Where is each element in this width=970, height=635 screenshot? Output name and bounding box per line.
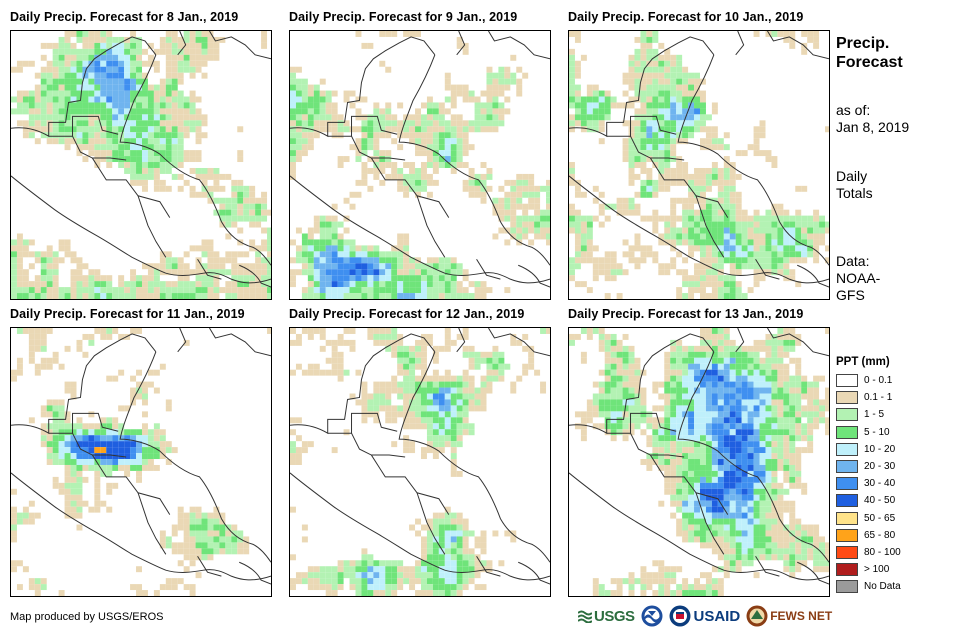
precip-cells [569, 328, 829, 596]
legend-swatch [836, 460, 858, 474]
panel-title: Daily Precip. Forecast for 12 Jan., 2019 [289, 307, 525, 321]
precip-cells [290, 31, 550, 299]
precip-grid-map [569, 31, 829, 299]
usaid-seal-icon [669, 605, 691, 627]
panel-title: Daily Precip. Forecast for 13 Jan., 2019 [568, 307, 804, 321]
legend-label: 5 - 10 [864, 426, 890, 438]
precip-grid-map [11, 328, 271, 596]
legend-swatch [836, 563, 858, 577]
precip-map-jan-11 [10, 327, 272, 597]
legend-swatch [836, 391, 858, 405]
legend-item: 10 - 20 [836, 441, 956, 458]
as-of-date: as of: Jan 8, 2019 [836, 102, 909, 136]
data-source-note: Data: NOAA- GFS [836, 253, 880, 304]
precip-grid-map [290, 328, 550, 596]
legend-swatch [836, 528, 858, 542]
coastlines-and-borders [11, 328, 271, 585]
data-source-line-2: NOAA- [836, 270, 881, 286]
legend-item: 5 - 10 [836, 424, 956, 441]
legend-item: 65 - 80 [836, 527, 956, 544]
legend-title: PPT (mm) [836, 356, 890, 368]
fews-net-seal-icon [746, 605, 768, 627]
legend-item: No Data [836, 578, 956, 595]
legend-label: 20 - 30 [864, 461, 896, 473]
as-of-label: as of: [836, 102, 871, 118]
coastlines-and-borders [569, 328, 829, 585]
product-title-line-1: Precip. [836, 35, 890, 52]
legend-swatch [836, 408, 858, 422]
noaa-seal-icon [641, 605, 663, 627]
product-title: Precip. Forecast [836, 34, 903, 72]
legend-label: 50 - 65 [864, 512, 896, 524]
agency-logos: USGS USAID FEWS NET [578, 603, 838, 629]
usgs-wordmark: USGS [594, 607, 635, 625]
precip-map-jan-10 [568, 30, 830, 300]
legend-item: 40 - 50 [836, 492, 956, 509]
legend-item: 1 - 5 [836, 406, 956, 423]
usgs-logo: USGS [578, 604, 635, 628]
legend-swatch [836, 580, 858, 594]
coastlines-and-borders [569, 31, 829, 288]
product-title-line-2: Forecast [836, 54, 903, 71]
legend-label: 0.1 - 1 [864, 392, 893, 404]
legend-item: 0 - 0.1 [836, 372, 956, 389]
daily-totals-line-1: Daily [836, 168, 868, 184]
precip-map-jan-9 [289, 30, 551, 300]
data-source-line-1: Data: [836, 253, 870, 269]
legend-item: 30 - 40 [836, 475, 956, 492]
legend-item: 0.1 - 1 [836, 389, 956, 406]
coastlines-and-borders [290, 328, 550, 585]
legend-item: 20 - 30 [836, 458, 956, 475]
noaa-logo [641, 604, 663, 628]
precip-cells [11, 31, 271, 299]
legend-label: No Data [864, 581, 901, 593]
legend-item: > 100 [836, 561, 956, 578]
daily-totals-note: Daily Totals [836, 168, 873, 202]
usgs-wave-icon [578, 610, 592, 623]
precip-map-jan-13 [568, 327, 830, 597]
panel-title: Daily Precip. Forecast for 9 Jan., 2019 [289, 10, 518, 24]
usaid-wordmark: USAID [693, 607, 741, 625]
panel-title: Daily Precip. Forecast for 8 Jan., 2019 [10, 10, 239, 24]
panel-title: Daily Precip. Forecast for 11 Jan., 2019 [10, 307, 245, 321]
map-credit: Map produced by USGS/EROS [10, 611, 164, 623]
precip-legend: PPT (mm) 0 - 0.1 0.1 - 1 1 - 5 5 - 10 10 - 2… [836, 356, 956, 595]
legend-label: 40 - 50 [864, 495, 896, 507]
coastlines-and-borders [11, 31, 271, 288]
legend-swatch [836, 511, 858, 525]
legend-rows: 0 - 0.1 0.1 - 1 1 - 5 5 - 10 10 - 20 20 - 30 3… [836, 372, 956, 595]
data-source-line-3: GFS [836, 287, 865, 303]
fews-net-wordmark: FEWS NET [770, 609, 833, 623]
legend-label: 10 - 20 [864, 443, 896, 455]
legend-swatch [836, 477, 858, 491]
legend-swatch [836, 545, 858, 559]
legend-label: 0 - 0.1 [864, 375, 893, 387]
legend-item: 50 - 65 [836, 510, 956, 527]
fews-net-logo: FEWS NET [746, 604, 832, 628]
precip-map-jan-8 [10, 30, 272, 300]
precip-map-jan-12 [289, 327, 551, 597]
panel-title: Daily Precip. Forecast for 10 Jan., 2019 [568, 10, 804, 24]
legend-swatch [836, 442, 858, 456]
precip-grid-map [569, 328, 829, 596]
daily-totals-line-2: Totals [836, 185, 873, 201]
legend-swatch [836, 425, 858, 439]
legend-label: 65 - 80 [864, 529, 896, 541]
legend-swatch [836, 494, 858, 508]
precip-grid-map [11, 31, 271, 299]
as-of-value: Jan 8, 2019 [836, 119, 910, 135]
usaid-logo: USAID [669, 604, 741, 628]
legend-swatch [836, 374, 858, 388]
coastlines-and-borders [290, 31, 550, 288]
legend-label: 80 - 100 [864, 546, 901, 558]
precip-grid-map [290, 31, 550, 299]
legend-label: 1 - 5 [864, 409, 885, 421]
legend-item: 80 - 100 [836, 544, 956, 561]
precip-cells [11, 328, 271, 596]
legend-label: 30 - 40 [864, 478, 896, 490]
legend-label: > 100 [864, 564, 890, 576]
